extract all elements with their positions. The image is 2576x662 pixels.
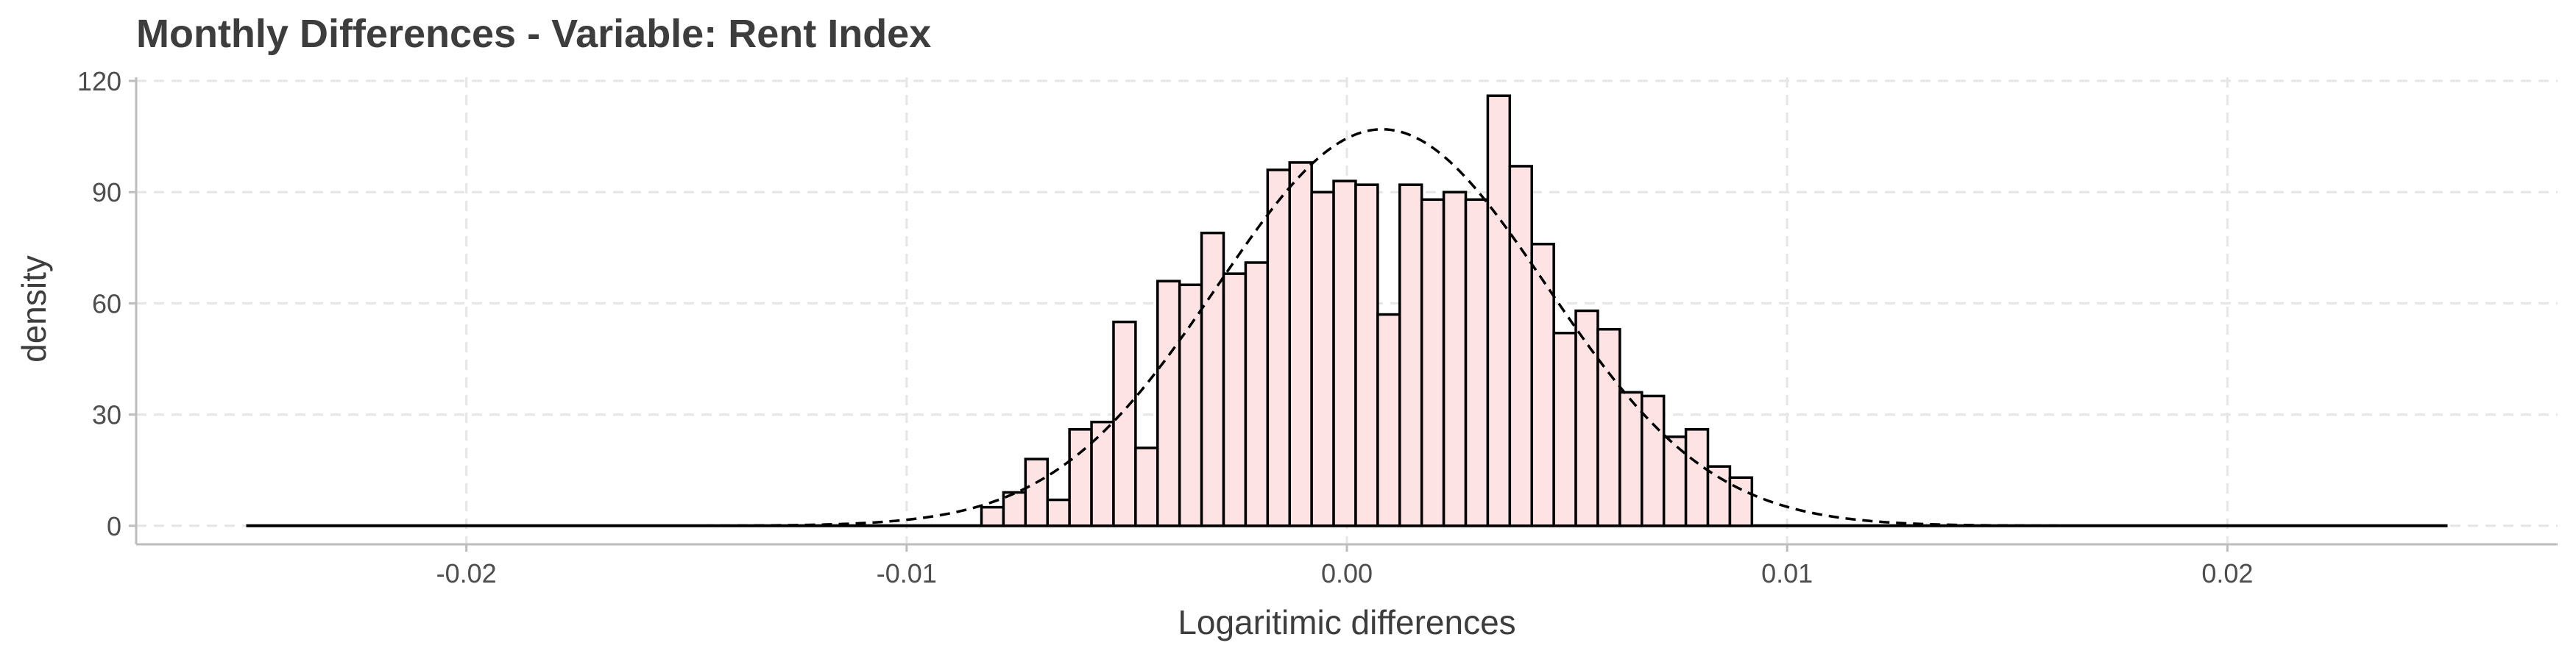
histogram-bar: [1464, 198, 1490, 527]
histogram-bar: [1530, 243, 1555, 527]
chart-title: Monthly Differences - Variable: Rent Ind…: [136, 12, 931, 56]
histogram-bars: [246, 94, 2448, 527]
histogram-bar: [1354, 183, 1379, 527]
y-tick-label: 90: [92, 177, 121, 207]
x-axis-title: Logaritimic differences: [1178, 603, 1515, 641]
x-tick-label: -0.02: [436, 558, 497, 588]
histogram-bar: [1090, 420, 1115, 527]
histogram-bar: [1200, 231, 1225, 527]
histogram-bar: [980, 505, 1005, 527]
histogram-bar: [1420, 198, 1446, 527]
histogram-bar: [1134, 446, 1159, 527]
y-axis-title: density: [15, 255, 53, 363]
histogram-bar: [1288, 161, 1313, 527]
histogram-bar: [1310, 191, 1335, 527]
histogram-bar: [1178, 283, 1203, 527]
histogram-bar: [1244, 261, 1270, 527]
axes: [129, 77, 2558, 552]
histogram-bar: [1596, 327, 1621, 527]
y-tick-label: 120: [77, 66, 121, 96]
y-tick-label: 0: [107, 511, 121, 541]
x-tick-label: 0.01: [1761, 558, 1813, 588]
histogram-bar: [1222, 272, 1248, 527]
histogram-bar: [1024, 458, 1049, 527]
x-tick-label: -0.01: [877, 558, 937, 588]
histogram-bar: [1508, 165, 1533, 527]
histogram-bar: [1156, 280, 1181, 527]
histogram-bar: [1706, 465, 1732, 527]
histogram-bar: [1068, 428, 1093, 527]
y-tick-label: 60: [92, 288, 121, 318]
x-tick-label: 0.02: [2201, 558, 2253, 588]
histogram-bar: [1574, 309, 1599, 527]
histogram-bar: [1442, 191, 1468, 527]
histogram-bar: [1266, 168, 1291, 527]
histogram-bar: [1618, 391, 1643, 527]
histogram-bar: [1486, 94, 1512, 527]
histogram-bar: [1728, 476, 1754, 527]
histogram-bar: [1332, 179, 1357, 527]
histogram-bar: [1112, 320, 1137, 527]
histogram-bar: [1552, 331, 1577, 527]
histogram-bar: [1398, 183, 1423, 527]
y-tick-label: 30: [92, 400, 121, 430]
histogram-bar: [1684, 428, 1710, 527]
x-tick-label: 0.00: [1321, 558, 1373, 588]
tick-labels: -0.02 -0.01 0.00 0.01 0.02 0 30 60 90 120: [77, 66, 2253, 588]
histogram-bar: [1376, 313, 1401, 527]
histogram-bar: [1046, 498, 1071, 527]
